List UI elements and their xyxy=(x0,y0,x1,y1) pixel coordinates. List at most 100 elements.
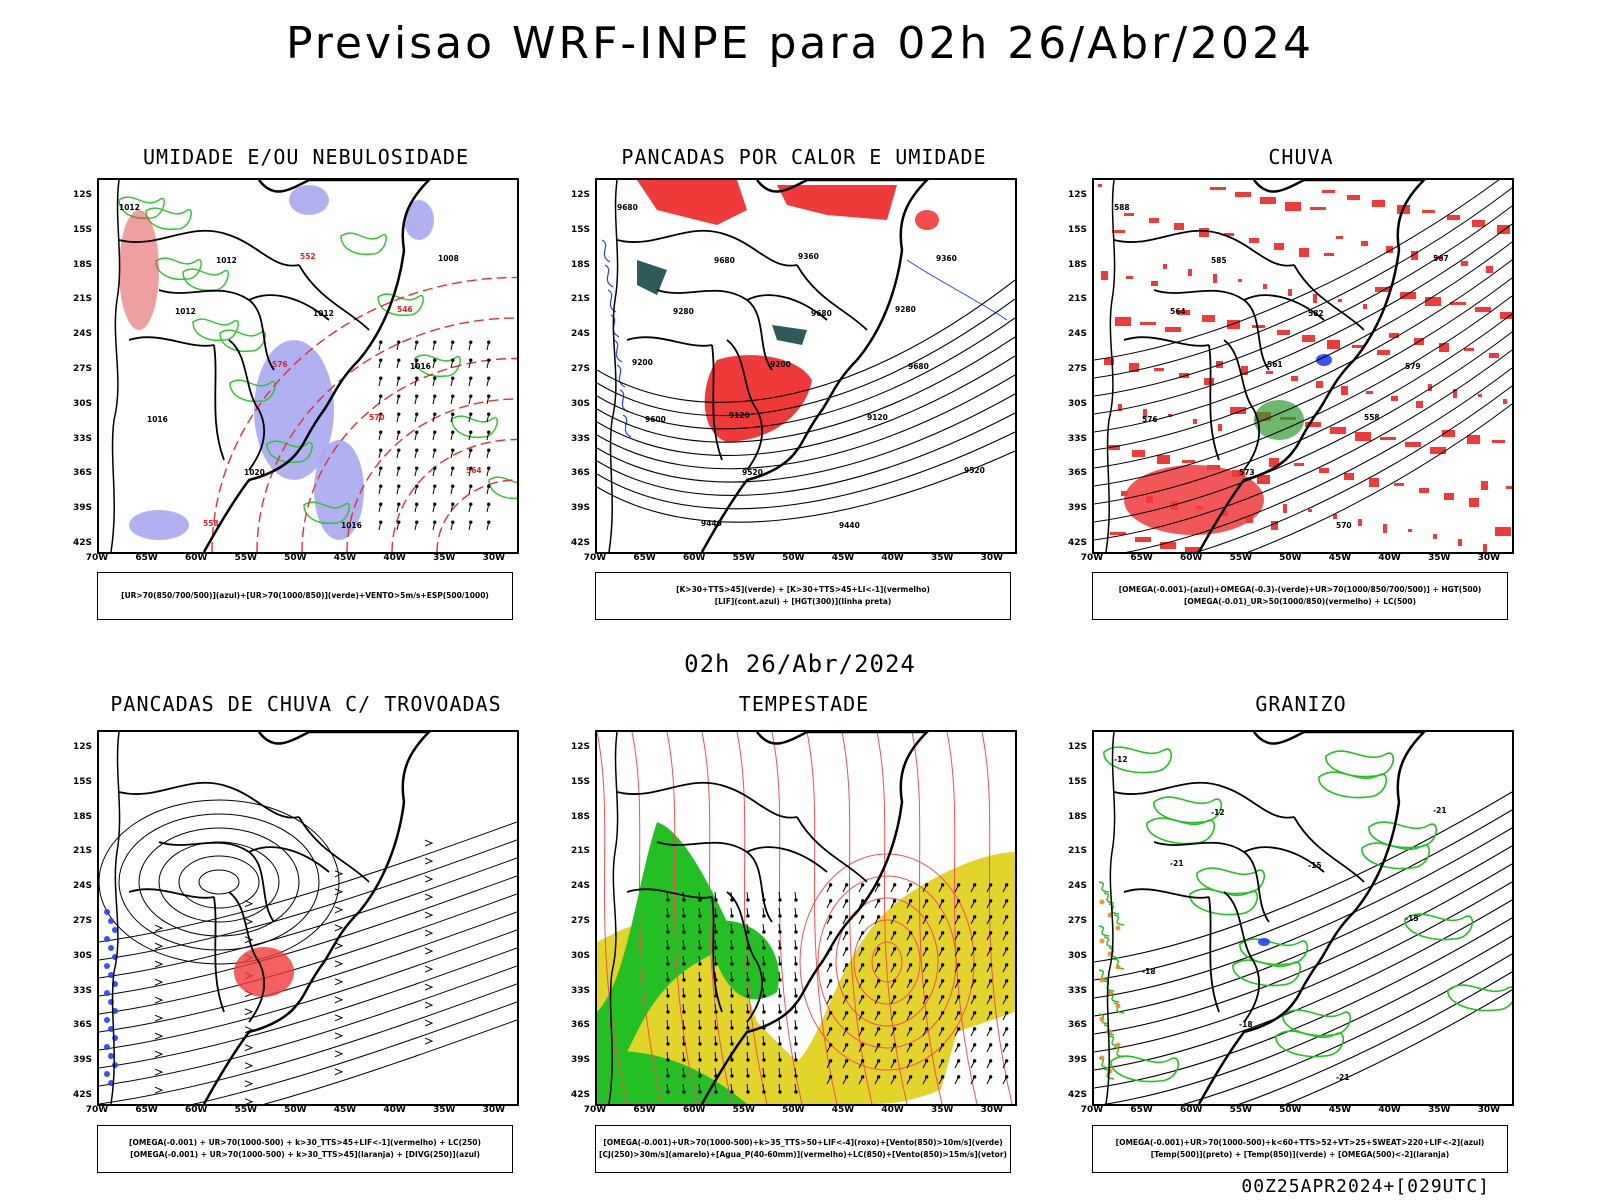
rain-red-area xyxy=(1305,422,1321,427)
contour-label: 9520 xyxy=(742,468,763,477)
lon-label: 40W xyxy=(881,1105,904,1115)
lat-label: 21S xyxy=(72,294,92,305)
contour-label: 552 xyxy=(300,252,316,261)
rain-red-area xyxy=(1333,514,1337,519)
lat-label: 18S xyxy=(570,259,590,270)
contour-label: 564 xyxy=(1170,307,1186,316)
contour-label: 9440 xyxy=(839,521,860,530)
rain-red-area xyxy=(1126,276,1133,279)
streamline xyxy=(99,965,517,1087)
lon-label: 65W xyxy=(135,1105,158,1115)
rain-red-area xyxy=(1486,266,1493,273)
lon-label: 50W xyxy=(1279,1105,1302,1115)
rain-red-area xyxy=(1224,233,1234,236)
omega-orange-area xyxy=(1115,1003,1121,1009)
rain-red-area xyxy=(1363,304,1367,309)
humidity-green-contour xyxy=(303,501,350,525)
temp850-contour xyxy=(1447,984,1512,1012)
rain-red-area xyxy=(1319,468,1329,473)
lat-label: 18S xyxy=(72,811,92,822)
streamline xyxy=(192,1001,517,1104)
streamline-850 xyxy=(799,853,975,1071)
lon-label: 55W xyxy=(234,1105,258,1115)
rain-red-area xyxy=(1433,534,1437,539)
rain-red-area xyxy=(1428,384,1432,391)
lon-label: 30W xyxy=(1477,1105,1501,1115)
lat-label: 30S xyxy=(1067,398,1087,409)
contour-label: 9600 xyxy=(645,415,666,424)
rain-red-area xyxy=(1149,218,1159,223)
rain-red-area xyxy=(1442,430,1455,437)
contour-label: 579 xyxy=(1405,362,1421,371)
lat-label: 21S xyxy=(72,846,92,857)
rain-red-area xyxy=(1411,251,1418,260)
rain-red-area xyxy=(1257,475,1270,484)
temp500-contour xyxy=(1094,899,1512,1071)
lon-label: 35W xyxy=(432,1105,456,1115)
lat-label: 36S xyxy=(570,1020,590,1031)
rain-red-area xyxy=(1112,230,1125,233)
contour-label: -12 xyxy=(1211,808,1225,817)
streamline-850 xyxy=(853,919,921,1005)
temp500-contour xyxy=(1094,881,1512,1053)
rain-red-area xyxy=(1274,243,1284,250)
contour-label: 573 xyxy=(1239,468,1255,477)
lat-label: 24S xyxy=(72,329,92,340)
rain-red-area xyxy=(1104,358,1114,365)
humidity-green-contour xyxy=(451,415,498,439)
humidity-blue-area xyxy=(289,185,329,215)
lat-label: 33S xyxy=(72,433,92,444)
temp850-contour xyxy=(1404,913,1474,941)
contour-label: 558 xyxy=(203,519,219,528)
rain-red-area xyxy=(1168,414,1172,417)
run-info-label: 00Z25APR2024+[029UTC] xyxy=(1241,1176,1490,1197)
lon-label: 30W xyxy=(980,553,1004,563)
rain-red-area xyxy=(1313,294,1317,303)
rain-red-area xyxy=(1483,544,1487,552)
legend-line: [CJ(250)>30m/s](amarelo)+[Agua_P(40-60mm… xyxy=(599,1150,1007,1159)
thickness-contour xyxy=(256,317,517,552)
rain-red-area xyxy=(1492,440,1505,443)
omega-orange-area xyxy=(1107,912,1113,918)
lat-label: 36S xyxy=(72,1020,92,1031)
rain-red-area xyxy=(1341,386,1348,395)
legend-line: [OMEGA(-0.001)+UR>70(1000-500)+k>35_TTS>… xyxy=(603,1138,1003,1147)
lat-label: 12S xyxy=(570,742,590,752)
contour-label: 9440 xyxy=(701,519,722,528)
rain-red-area xyxy=(1235,192,1251,197)
lon-label: 55W xyxy=(234,553,258,563)
temp500-contour xyxy=(1285,989,1512,1104)
legend-line: [OMEGA(-0.001) + UR>70(1000-500) + k>30_… xyxy=(129,1138,481,1147)
divergence-blue-area xyxy=(108,1026,114,1032)
lif-contour xyxy=(610,314,620,338)
lat-label: 33S xyxy=(72,985,92,996)
rain-red-area xyxy=(1375,287,1391,292)
rain-red-area xyxy=(1238,279,1242,282)
temp850-contour xyxy=(1098,969,1110,981)
panel-title: UMIDADE E/OU NEBULOSIDADE xyxy=(142,145,470,169)
rain-red-area xyxy=(1472,220,1485,227)
streamline-850 xyxy=(666,732,698,1104)
legend-line: [UR>70(850/700/500)](azul)+[UR>70(1000/8… xyxy=(121,591,489,600)
streamline xyxy=(118,813,320,951)
streamline xyxy=(99,839,517,961)
lat-label: 30S xyxy=(570,398,590,409)
rain-red-area xyxy=(1330,427,1346,434)
contour-label: 1012 xyxy=(175,307,196,316)
rain-red-area xyxy=(1358,519,1362,526)
streamline xyxy=(99,857,517,979)
omega-orange-area xyxy=(1099,977,1105,983)
lat-label: 42S xyxy=(1067,538,1087,548)
hgt-contour xyxy=(1125,367,1512,552)
rain-red-area xyxy=(1408,529,1412,532)
humidity-green-contour xyxy=(340,232,387,256)
legend-box: [UR>70(850/700/500)](azul)+[UR>70(1000/8… xyxy=(97,572,513,620)
rain-red-area xyxy=(1464,348,1474,351)
contour-label: 9520 xyxy=(964,466,985,475)
wind-vectors xyxy=(378,340,491,531)
lat-label: 30S xyxy=(570,950,590,961)
temp500-contour xyxy=(1182,953,1512,1104)
lat-label: 15S xyxy=(72,224,92,235)
legend-line: [LIF](cont.azul) + [HGT(300)](linha pret… xyxy=(714,597,892,606)
rain-red-area xyxy=(1241,366,1248,375)
